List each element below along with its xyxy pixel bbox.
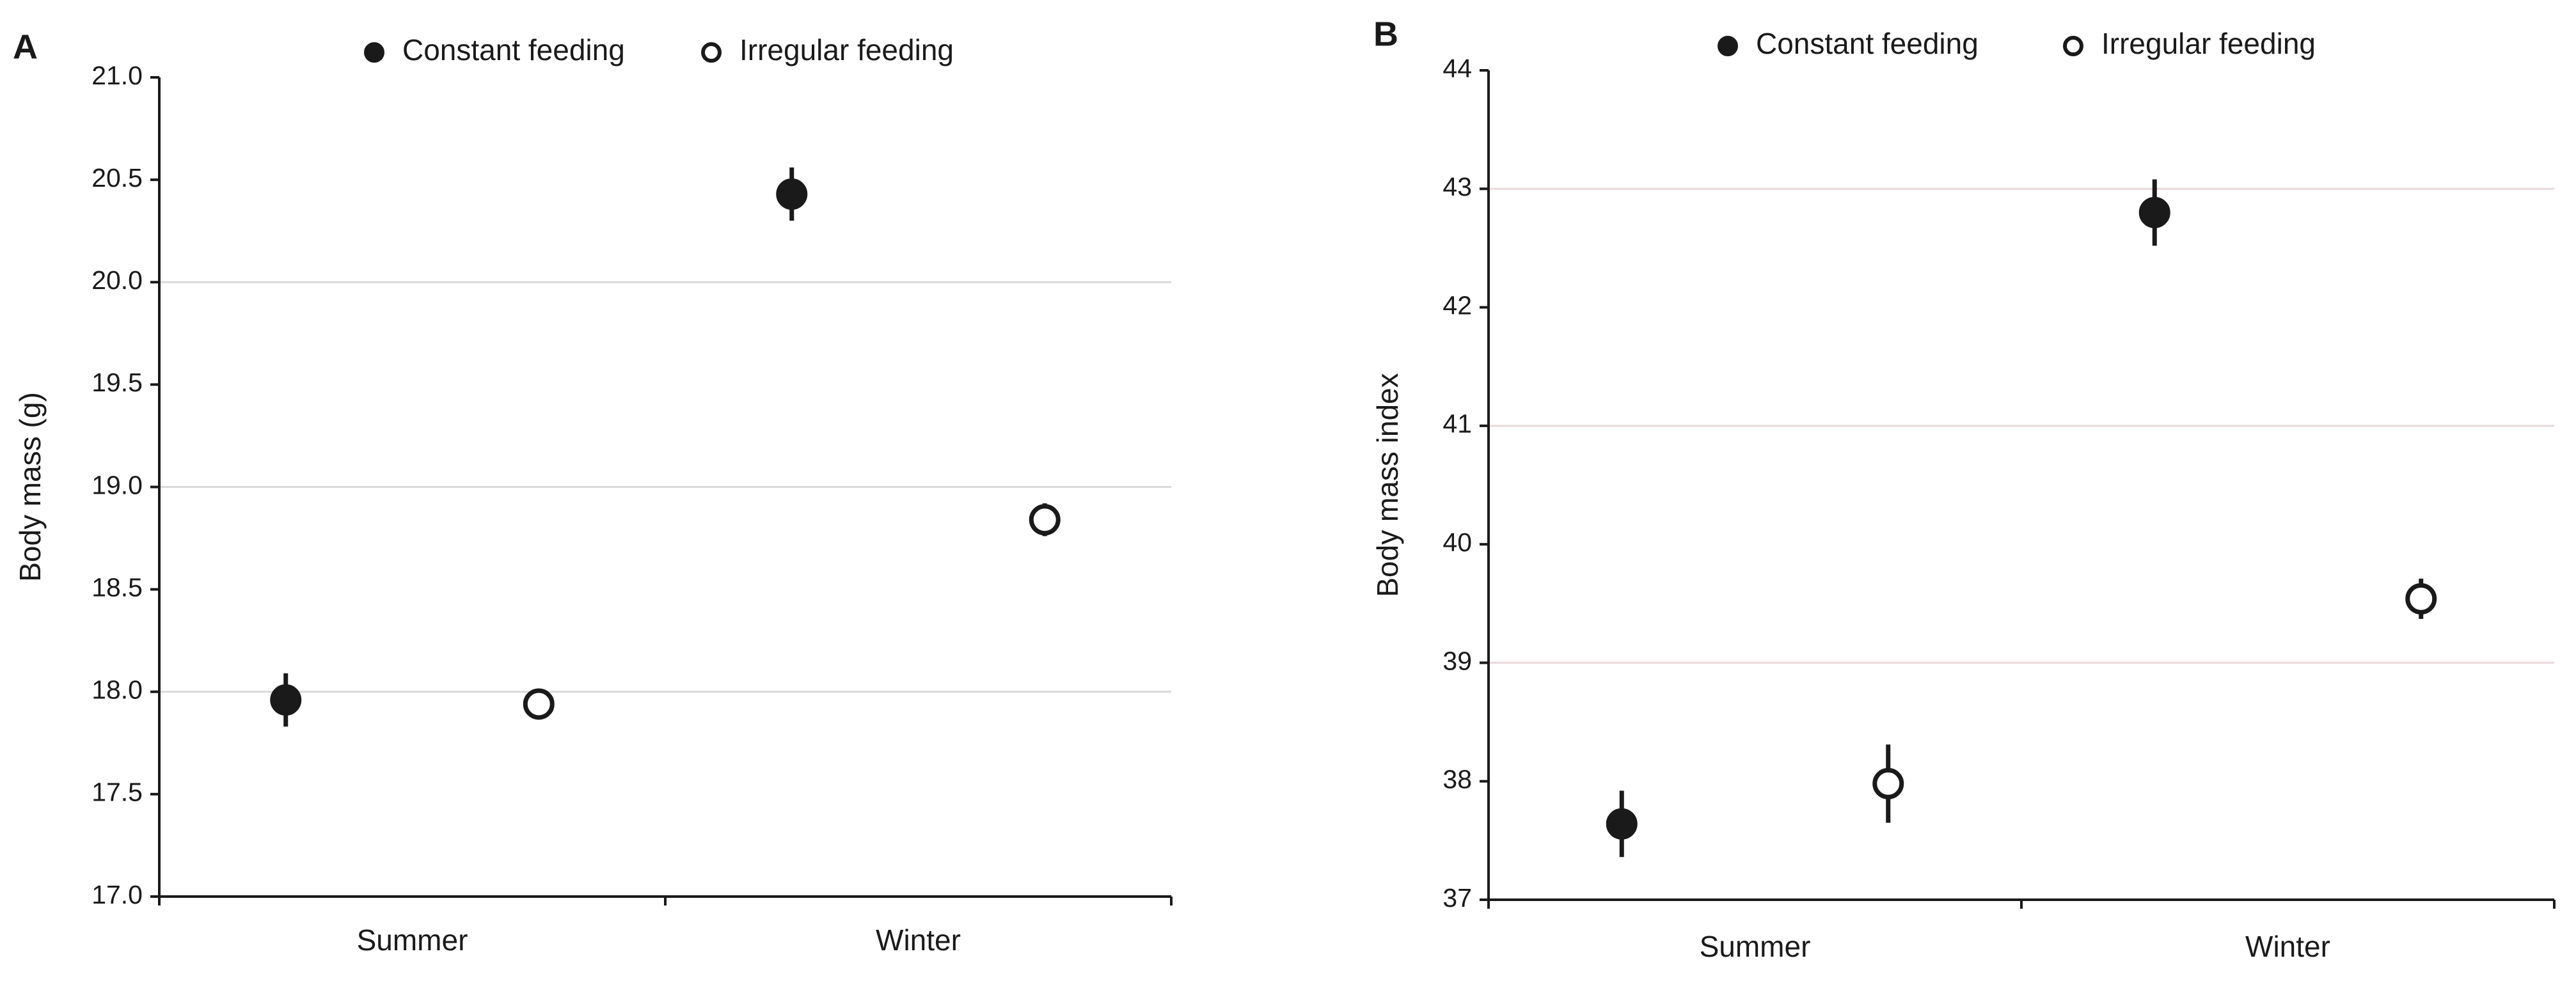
legend-marker (701, 42, 722, 63)
point (523, 688, 555, 720)
y-tick-label: 44 (1442, 54, 1472, 83)
y-tick-label: 18.0 (91, 675, 143, 705)
x-tick-label: Winter (2245, 930, 2330, 963)
legend-label: Irregular feeding (739, 33, 954, 67)
y-tick-label: 20.5 (91, 163, 143, 192)
legend-marker (364, 42, 384, 63)
point (1606, 808, 1638, 840)
legend-label: Irregular feeding (2101, 27, 2316, 60)
point (1872, 767, 1904, 799)
y-tick-label: 41 (1442, 409, 1472, 439)
x-tick-label: Summer (1700, 930, 1811, 963)
y-tick-label: 17.5 (91, 778, 143, 807)
legend-label: Constant feeding (402, 33, 625, 67)
point (2138, 196, 2170, 228)
y-tick-label: 19.5 (91, 368, 143, 397)
y-tick-label: 38 (1442, 765, 1472, 794)
legend-marker (2063, 36, 2083, 56)
y-tick-label: 18.5 (91, 572, 143, 602)
legend-label: Constant feeding (1756, 27, 1979, 60)
y-axis-title: Body mass index (1371, 373, 1404, 597)
y-tick-label: 37 (1442, 883, 1472, 913)
point (1029, 504, 1061, 536)
y-tick-label: 20.0 (91, 265, 143, 295)
y-tick-label: 39 (1442, 646, 1472, 675)
y-tick-label: 43 (1442, 172, 1472, 201)
panel-label: A (13, 27, 38, 66)
point (2405, 583, 2437, 615)
y-tick-label: 21.0 (91, 61, 143, 90)
point (776, 178, 808, 210)
y-tick-label: 40 (1442, 528, 1472, 557)
legend-marker (1718, 36, 1738, 56)
x-tick-label: Winter (876, 923, 961, 957)
y-axis-title: Body mass (g) (13, 392, 47, 582)
y-tick-label: 42 (1442, 290, 1472, 320)
panel-label: B (1373, 15, 1398, 53)
y-tick-label: 17.0 (91, 880, 143, 909)
x-tick-label: Summer (357, 923, 468, 957)
y-tick-label: 19.0 (91, 470, 143, 499)
point (270, 684, 302, 716)
